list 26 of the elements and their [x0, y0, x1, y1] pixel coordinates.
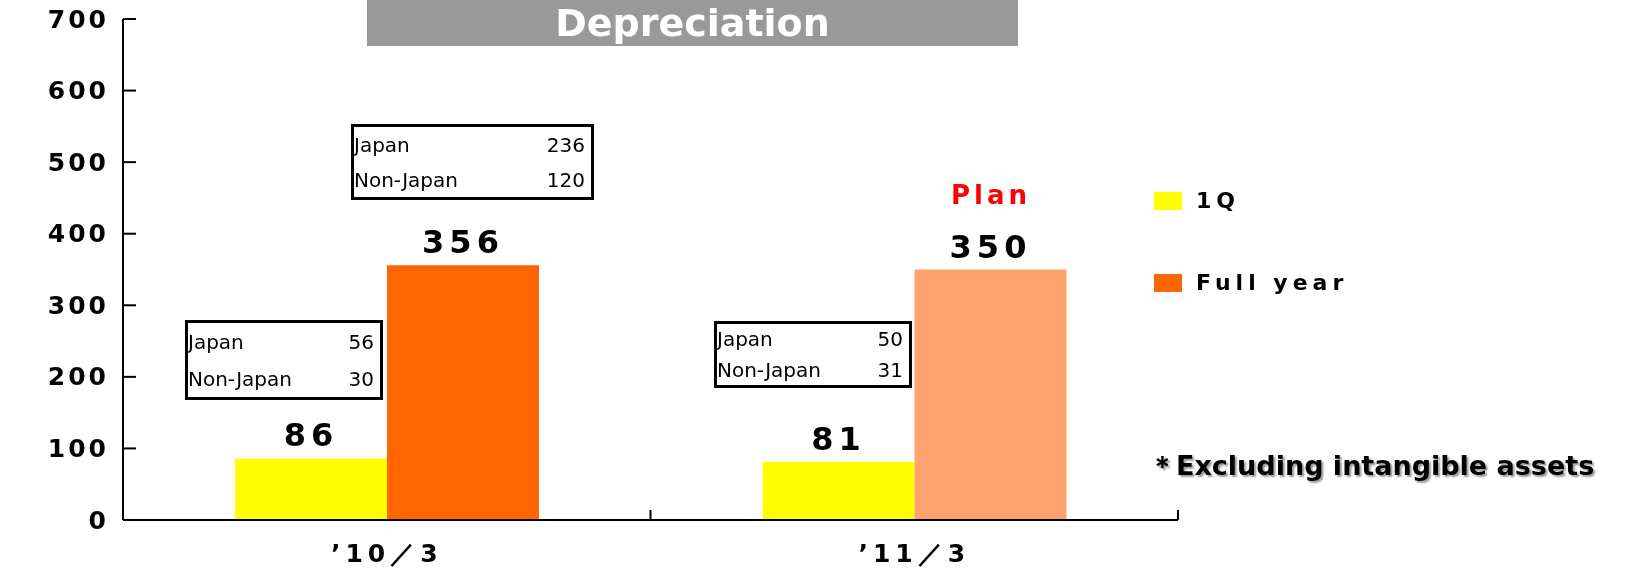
- bar: [387, 265, 539, 520]
- chart-title: Depreciation: [555, 1, 830, 45]
- x-tick-label: ’11／3: [858, 538, 971, 568]
- bar: [762, 462, 915, 520]
- y-tick-label: 100: [47, 433, 109, 463]
- y-tick-label: 0: [88, 505, 109, 535]
- legend-label: Full year: [1196, 270, 1349, 295]
- y-tick-label: 500: [47, 147, 109, 177]
- data-label: 350: [949, 227, 1032, 266]
- text: Japan 50 Non-Japan 31: [717, 327, 903, 382]
- y-tick-label: 300: [47, 290, 109, 320]
- bar: [235, 458, 387, 520]
- y-tick-label: 200: [47, 362, 109, 392]
- y-tick-label: 700: [47, 4, 109, 34]
- data-label: 81: [811, 420, 866, 459]
- text: Japan 236 Non-Japan 120: [354, 132, 585, 192]
- legend-label: 1Q: [1196, 188, 1241, 213]
- data-label: 86: [283, 416, 339, 455]
- y-tick-label: 400: [47, 219, 109, 249]
- data-label: 356: [422, 223, 504, 262]
- bar: [914, 269, 1067, 520]
- y-tick-label: 600: [47, 76, 109, 106]
- annotation: Plan: [950, 180, 1032, 210]
- text: Japan 56 Non-Japan 30: [188, 329, 374, 391]
- text: ＊Excluding intangible assets: [1149, 449, 1595, 481]
- x-tick-label: ’10／3: [330, 538, 443, 568]
